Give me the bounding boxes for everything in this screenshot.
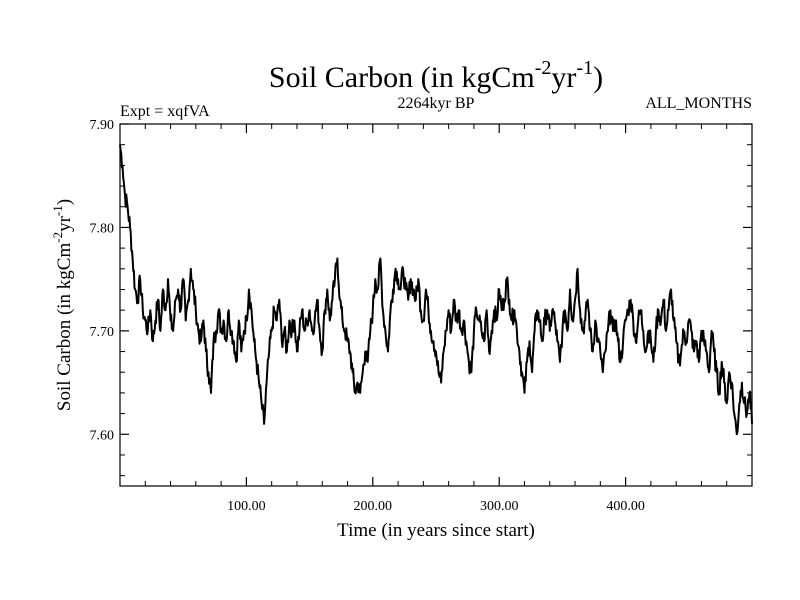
y-tick-label: 7.90 bbox=[90, 118, 115, 133]
x-tick-label: 100.00 bbox=[227, 499, 266, 514]
y-tick-label: 7.70 bbox=[90, 325, 115, 340]
soil-carbon-series-line bbox=[119, 144, 753, 436]
x-axis: 100.00 200.00 300.00 400.00 bbox=[144, 124, 728, 514]
chart-title: Soil Carbon (in kgCm-2yr-1) bbox=[269, 57, 603, 94]
y-tick-label: 7.60 bbox=[90, 428, 115, 443]
x-tick-label: 400.00 bbox=[606, 499, 645, 514]
y-axis-label: Soil Carbon (in kgCm-2yr-1) bbox=[50, 199, 75, 411]
plot-frame bbox=[119, 123, 753, 487]
x-tick-label: 300.00 bbox=[480, 499, 519, 514]
experiment-label: Expt = xqfVA bbox=[120, 103, 210, 120]
period-label: 2264kyr BP bbox=[398, 95, 475, 112]
x-tick-label: 200.00 bbox=[354, 499, 393, 514]
x-axis-label: Time (in years since start) bbox=[337, 520, 535, 541]
y-tick-label: 7.80 bbox=[90, 221, 115, 236]
y-axis: 7.60 7.70 7.80 7.90 bbox=[90, 118, 752, 477]
months-label: ALL_MONTHS bbox=[645, 95, 752, 112]
